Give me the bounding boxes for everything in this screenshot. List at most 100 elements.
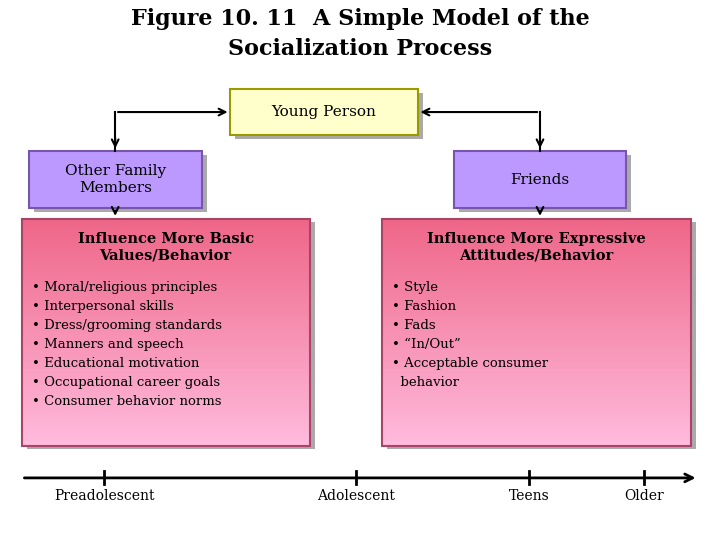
Bar — [382, 373, 691, 377]
Bar — [22, 248, 310, 253]
Bar — [22, 230, 310, 234]
Bar — [382, 248, 691, 253]
Bar — [382, 241, 691, 245]
Bar — [27, 222, 315, 449]
Bar — [382, 426, 691, 430]
Text: Figure 10. 11  A Simple Model of the: Figure 10. 11 A Simple Model of the — [130, 8, 590, 30]
Bar — [22, 343, 310, 347]
Bar — [22, 362, 310, 366]
Bar — [382, 362, 691, 366]
Bar — [382, 347, 691, 351]
Bar — [22, 241, 310, 245]
Bar — [382, 298, 691, 302]
Text: Friends: Friends — [510, 173, 570, 186]
Bar — [382, 411, 691, 415]
Bar — [22, 290, 310, 294]
Bar — [22, 339, 310, 343]
Bar — [382, 226, 691, 230]
Bar — [22, 422, 310, 427]
Bar — [22, 305, 310, 309]
Bar — [382, 343, 691, 347]
Bar — [382, 384, 691, 389]
Bar — [22, 415, 310, 419]
Text: • Style
• Fashion
• Fads
• “In/Out”
• Acceptable consumer
  behavior: • Style • Fashion • Fads • “In/Out” • Ac… — [392, 281, 549, 389]
Bar — [22, 328, 310, 332]
Bar — [382, 332, 691, 336]
Text: Preadolescent: Preadolescent — [54, 489, 155, 503]
Bar — [382, 294, 691, 298]
Bar — [382, 407, 691, 411]
Bar — [382, 354, 691, 359]
Bar — [382, 230, 691, 234]
Bar — [382, 219, 691, 446]
Bar — [22, 407, 310, 411]
Bar — [382, 313, 691, 317]
Bar — [22, 219, 310, 446]
Bar — [22, 332, 310, 336]
Text: Influence More Expressive
Attitudes/Behavior: Influence More Expressive Attitudes/Beha… — [427, 232, 646, 262]
Bar — [22, 294, 310, 298]
Bar — [22, 384, 310, 389]
Bar — [382, 335, 691, 340]
Bar — [382, 350, 691, 355]
Bar — [22, 313, 310, 317]
Bar — [22, 441, 310, 445]
Bar — [22, 426, 310, 430]
Bar — [22, 218, 310, 222]
Bar — [382, 237, 691, 241]
Bar — [382, 358, 691, 362]
Bar — [22, 354, 310, 359]
Bar — [382, 339, 691, 343]
Bar — [22, 437, 310, 442]
Bar — [382, 305, 691, 309]
Bar — [22, 271, 310, 275]
Bar — [382, 290, 691, 294]
Bar — [22, 396, 310, 400]
Bar — [22, 301, 310, 306]
Bar — [22, 226, 310, 230]
Bar — [382, 320, 691, 325]
Bar — [459, 155, 631, 212]
Bar — [22, 222, 310, 226]
Bar — [22, 411, 310, 415]
Bar — [382, 434, 691, 438]
Text: • Moral/religious principles
• Interpersonal skills
• Dress/grooming standards
•: • Moral/religious principles • Interpers… — [32, 281, 222, 408]
Bar — [22, 388, 310, 393]
Bar — [382, 256, 691, 260]
Bar — [382, 282, 691, 287]
Text: Young Person: Young Person — [271, 105, 377, 119]
Bar — [382, 252, 691, 256]
Bar — [382, 377, 691, 381]
Bar — [22, 434, 310, 438]
Bar — [387, 222, 696, 449]
Bar — [22, 320, 310, 325]
Bar — [22, 335, 310, 340]
Bar — [22, 282, 310, 287]
Bar — [382, 279, 691, 283]
Bar — [22, 403, 310, 408]
Bar — [22, 377, 310, 381]
Bar — [382, 403, 691, 408]
Bar — [22, 264, 310, 268]
Bar — [230, 89, 418, 135]
Bar — [382, 267, 691, 272]
Bar — [22, 279, 310, 283]
Bar — [22, 324, 310, 328]
Bar — [382, 430, 691, 434]
Bar — [382, 418, 691, 423]
Bar — [22, 233, 310, 238]
Bar — [382, 260, 691, 264]
Bar — [454, 151, 626, 208]
Bar — [22, 245, 310, 249]
Bar — [22, 286, 310, 291]
Bar — [382, 415, 691, 419]
Bar — [22, 256, 310, 260]
Bar — [22, 392, 310, 396]
Text: Older: Older — [624, 489, 665, 503]
Bar — [22, 237, 310, 241]
Bar — [22, 347, 310, 351]
Bar — [34, 155, 207, 212]
Bar — [22, 260, 310, 264]
Bar — [22, 358, 310, 362]
Bar — [22, 309, 310, 313]
